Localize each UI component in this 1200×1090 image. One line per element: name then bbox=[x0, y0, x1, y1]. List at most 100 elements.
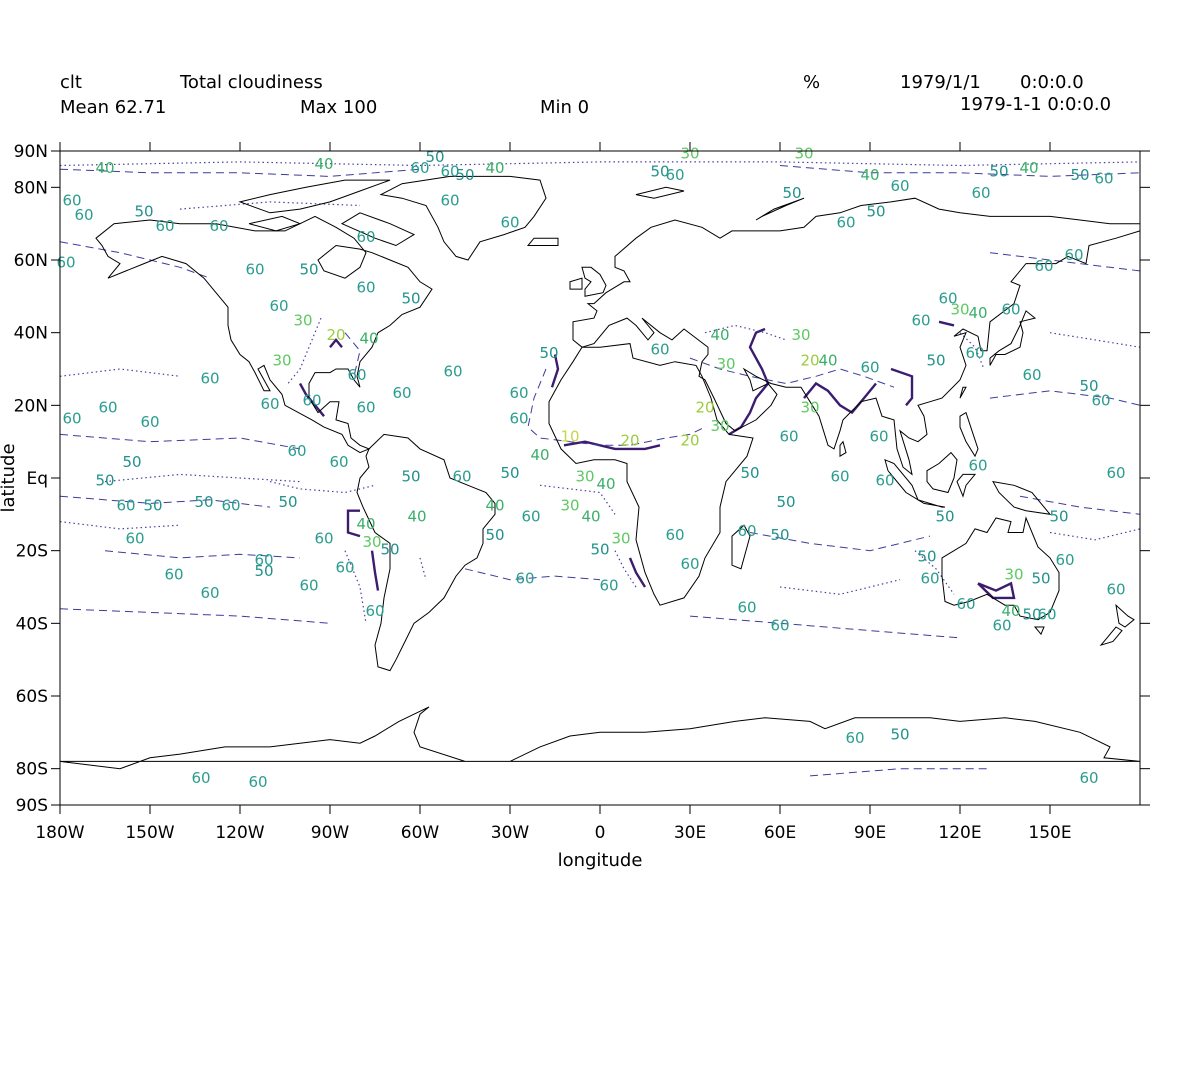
contour-label: 50 bbox=[1070, 166, 1089, 184]
contour-label: 10 bbox=[560, 428, 579, 446]
contour-label: 60 bbox=[920, 569, 939, 587]
contour-label: 50 bbox=[770, 526, 789, 544]
contour-line-dot bbox=[959, 332, 985, 370]
contour-label: 60 bbox=[1091, 391, 1110, 409]
contour-label: 20 bbox=[620, 431, 639, 449]
contour-label: 60 bbox=[956, 595, 975, 613]
contour-label: 60 bbox=[779, 428, 798, 446]
contour-label: 40 bbox=[1001, 602, 1020, 620]
contour-label: 50 bbox=[1022, 606, 1041, 624]
contour-line-solid bbox=[977, 581, 1016, 600]
coastline bbox=[238, 179, 391, 214]
units-label: % bbox=[803, 72, 821, 93]
contour-label: 60 bbox=[737, 598, 756, 616]
variable-long-name: Total cloudiness bbox=[180, 72, 323, 93]
contour-label: 60 bbox=[1079, 769, 1098, 787]
contour-label: 30 bbox=[611, 529, 630, 547]
contour-label: 60 bbox=[269, 297, 288, 315]
contour-line-dash bbox=[527, 368, 706, 446]
lat-tick-label: 20N bbox=[14, 396, 48, 416]
contour-label: 40 bbox=[860, 166, 879, 184]
contour-label: 40 bbox=[356, 515, 375, 533]
coastline bbox=[340, 212, 416, 247]
date-label: 1979/1/1 bbox=[900, 72, 981, 93]
contour-line-dot bbox=[1049, 528, 1141, 541]
contour-label: 60 bbox=[509, 410, 528, 428]
contour-label: 60 bbox=[62, 192, 81, 210]
contour-label: 40 bbox=[485, 159, 504, 177]
contour-label: 40 bbox=[95, 159, 114, 177]
contour-line-dot bbox=[419, 557, 427, 580]
contour-line-dash bbox=[749, 532, 931, 552]
contour-label: 50 bbox=[278, 493, 297, 511]
contour-line-dash bbox=[989, 390, 1141, 406]
contour-label: 60 bbox=[521, 508, 540, 526]
contour-line-dot bbox=[59, 161, 1141, 167]
lat-tick-label: 40N bbox=[14, 324, 48, 344]
contour-label: 60 bbox=[440, 162, 459, 180]
contour-label: 50 bbox=[1031, 569, 1050, 587]
contour-line-dash bbox=[689, 615, 961, 639]
contour-label: 30 bbox=[950, 301, 969, 319]
contour-line-solid bbox=[550, 354, 560, 388]
min-stat: Min 0 bbox=[540, 97, 590, 118]
contour-label: 60 bbox=[875, 471, 894, 489]
contour-label: 60 bbox=[356, 228, 375, 246]
contour-label: 60 bbox=[890, 177, 909, 195]
contour-label: 50 bbox=[143, 497, 162, 515]
contour-label: 60 bbox=[860, 359, 879, 377]
coastline bbox=[569, 277, 583, 290]
coastline bbox=[635, 186, 685, 199]
contour-label: 60 bbox=[680, 555, 699, 573]
coastline bbox=[731, 524, 751, 570]
contour-label: 60 bbox=[200, 584, 219, 602]
contour-label: 30 bbox=[716, 355, 735, 373]
contour-label: 60 bbox=[302, 391, 321, 409]
lon-tick-label: 90E bbox=[854, 823, 886, 843]
contour-label: 60 bbox=[1001, 301, 1020, 319]
max-stat: Max 100 bbox=[300, 97, 378, 118]
contour-line-dot bbox=[704, 324, 787, 341]
contour-label: 50 bbox=[455, 166, 474, 184]
coastline bbox=[1033, 626, 1045, 636]
contour-label: 50 bbox=[401, 468, 420, 486]
contour-line-solid bbox=[346, 509, 361, 538]
contour-label: 60 bbox=[965, 344, 984, 362]
contour-label: 50 bbox=[539, 344, 558, 362]
contour-label: 40 bbox=[485, 497, 504, 515]
contour-line-dot bbox=[914, 550, 955, 595]
datetime-stamp: 1979-1-1 0:0:0.0 bbox=[960, 94, 1112, 115]
coastline bbox=[755, 197, 805, 221]
coastline bbox=[959, 386, 967, 399]
contour-label: 40 bbox=[818, 351, 837, 369]
contour-line-dash bbox=[344, 332, 361, 377]
lat-tick-label: 90N bbox=[14, 142, 48, 162]
coastline bbox=[548, 343, 754, 606]
lat-tick-label: 60S bbox=[16, 687, 48, 707]
mean-stat: Mean 62.71 bbox=[60, 97, 167, 118]
contour-label: 20 bbox=[680, 431, 699, 449]
contour-line-solid bbox=[890, 367, 914, 407]
coastline bbox=[926, 451, 958, 494]
contour-label: 30 bbox=[710, 417, 729, 435]
coastline bbox=[356, 433, 496, 672]
contour-label: 40 bbox=[581, 508, 600, 526]
contour-label: 60 bbox=[599, 577, 618, 595]
contour-label: 50 bbox=[134, 202, 153, 220]
axis-tick-labels: 180W 150W 120W 90W 60W 30W 0 30E 60E 90E 120E 150E 9… bbox=[14, 142, 1072, 843]
contour-label: 50 bbox=[500, 464, 519, 482]
contour-label: 60 bbox=[56, 253, 75, 271]
contour-label: 50 bbox=[122, 453, 141, 471]
contour-label: 20 bbox=[800, 351, 819, 369]
contour-label: 50 bbox=[935, 508, 954, 526]
contour-line-dot bbox=[59, 368, 181, 377]
contour-label: 60 bbox=[845, 729, 864, 747]
contour-label: 50 bbox=[299, 261, 318, 279]
contour-label: 60 bbox=[125, 529, 144, 547]
contour-label: 50 bbox=[485, 526, 504, 544]
contour-line-solid bbox=[628, 557, 647, 588]
contour-label: 60 bbox=[410, 159, 429, 177]
contour-label: 30 bbox=[800, 399, 819, 417]
contour-line-dash bbox=[689, 357, 895, 388]
